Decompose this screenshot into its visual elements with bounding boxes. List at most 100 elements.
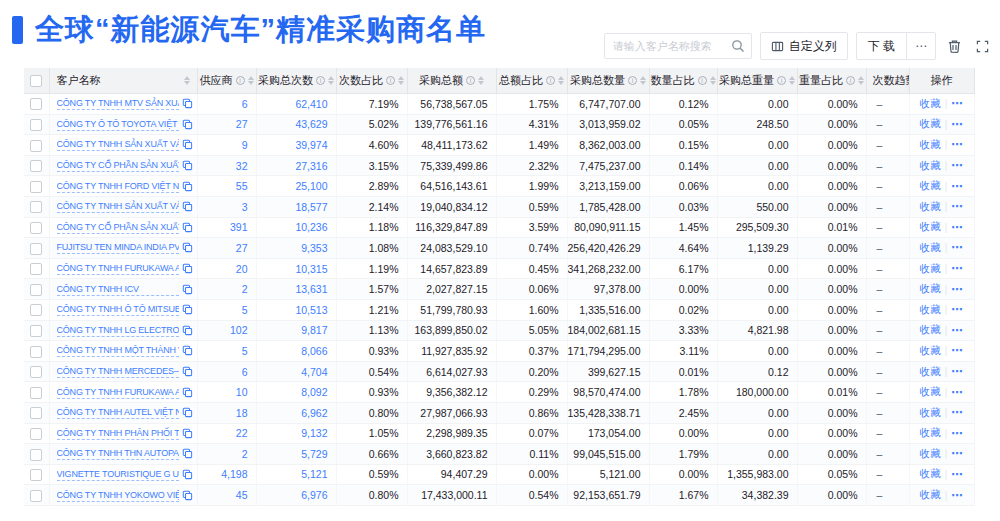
row-checkbox[interactable]	[30, 387, 42, 399]
table-row[interactable]: CÔNG TY TNHH PHÂN PHỐI T...229,1321.05%2…	[24, 423, 974, 444]
favorite-link[interactable]: 收藏	[920, 344, 941, 358]
download-more-button[interactable]: ⋯	[906, 33, 935, 59]
row-checkbox[interactable]	[30, 243, 42, 255]
favorite-link[interactable]: 收藏	[920, 385, 941, 399]
column-header-amount_pct[interactable]: 总额占比i	[496, 68, 567, 94]
favorite-link[interactable]: 收藏	[920, 447, 941, 461]
row-checkbox[interactable]	[30, 222, 42, 234]
row-more-button[interactable]: ⋯	[951, 159, 963, 172]
row-checkbox[interactable]	[30, 201, 42, 213]
info-icon[interactable]: i	[846, 76, 855, 85]
copy-icon[interactable]	[182, 160, 193, 171]
column-header-total_count[interactable]: 采购总次数i	[256, 68, 336, 94]
sort-icon[interactable]	[640, 76, 646, 85]
row-checkbox[interactable]	[30, 160, 42, 172]
info-icon[interactable]: i	[698, 76, 707, 85]
row-more-button[interactable]: ⋯	[951, 386, 963, 399]
company-name-link[interactable]: CÔNG TY TNHH MERCEDES–B...	[57, 365, 179, 378]
favorite-link[interactable]: 收藏	[920, 262, 941, 276]
column-header-qty_pct[interactable]: 数量占比i	[649, 68, 717, 94]
favorite-link[interactable]: 收藏	[920, 97, 941, 111]
table-row[interactable]: CÔNG TY TNHH LG ELECTRON...1029,8171.13%…	[24, 320, 974, 341]
favorite-link[interactable]: 收藏	[920, 138, 941, 152]
company-name-link[interactable]: FUJITSU TEN MINDA INDIA PVT...	[57, 241, 179, 254]
copy-icon[interactable]	[182, 345, 193, 356]
table-row[interactable]: CÔNG TY TNHH THN AUTOPAR...25,7290.66%3,…	[24, 444, 974, 465]
sort-icon[interactable]	[328, 76, 334, 85]
row-more-button[interactable]: ⋯	[951, 365, 963, 378]
column-header-total_amount[interactable]: 采购总额i	[407, 68, 496, 94]
row-checkbox[interactable]	[30, 428, 42, 440]
copy-icon[interactable]	[182, 366, 193, 377]
copy-icon[interactable]	[182, 325, 193, 336]
row-checkbox[interactable]	[30, 284, 42, 296]
company-name-link[interactable]: CÔNG TY TNHH PHÂN PHỐI T...	[57, 427, 179, 440]
search-box[interactable]	[604, 33, 752, 59]
copy-icon[interactable]	[182, 490, 193, 501]
favorite-link[interactable]: 收藏	[920, 159, 941, 173]
table-row[interactable]: CÔNG TY TNHH MERCEDES–B...64,7040.54%6,6…	[24, 361, 974, 382]
customize-columns-button[interactable]: 自定义列	[760, 32, 848, 60]
column-header-name[interactable]: 客户名称	[49, 68, 197, 94]
copy-icon[interactable]	[182, 222, 193, 233]
copy-icon[interactable]	[182, 284, 193, 295]
sort-icon[interactable]	[398, 76, 404, 85]
copy-icon[interactable]	[182, 181, 193, 192]
table-row[interactable]: CÔNG TY TNHH YOKOWO VIỆT...456,9760.80%1…	[24, 485, 974, 506]
company-name-link[interactable]: CÔNG TY TNHH THN AUTOPAR...	[57, 447, 179, 460]
company-name-link[interactable]: CÔNG TY TNHH Ô TÔ MITSUBI...	[57, 303, 179, 316]
search-input[interactable]	[613, 40, 731, 52]
copy-icon[interactable]	[182, 98, 193, 109]
company-name-link[interactable]: CÔNG TY TNHH YOKOWO VIỆT...	[57, 489, 179, 502]
table-row[interactable]: CÔNG TY CỔ PHẦN SẢN XUẤT...39110,2361.18…	[24, 217, 974, 238]
row-more-button[interactable]: ⋯	[951, 427, 963, 440]
row-checkbox[interactable]	[30, 346, 42, 358]
company-name-link[interactable]: CÔNG TY TNHH FURUKAWA A...	[57, 262, 179, 275]
search-icon[interactable]	[731, 39, 745, 53]
copy-icon[interactable]	[182, 263, 193, 274]
select-all-checkbox[interactable]	[30, 75, 42, 87]
sort-icon[interactable]	[184, 76, 190, 85]
company-name-link[interactable]: CÔNG TY TNHH SẢN XUẤT VÀ ...	[57, 200, 179, 213]
company-name-link[interactable]: CÔNG TY TNHH SẢN XUẤT VÀ ...	[57, 138, 179, 151]
favorite-link[interactable]: 收藏	[920, 365, 941, 379]
company-name-link[interactable]: CÔNG TY TNHH MỘT THÀNH V...	[57, 344, 179, 357]
table-row[interactable]: CÔNG TY Ô TÔ TOYOTA VIỆT ...2743,6295.02…	[24, 114, 974, 135]
info-icon[interactable]: i	[236, 76, 245, 85]
row-more-button[interactable]: ⋯	[951, 200, 963, 213]
favorite-link[interactable]: 收藏	[920, 426, 941, 440]
favorite-link[interactable]: 收藏	[920, 488, 941, 502]
company-name-link[interactable]: VIGNETTE TOURISTIQUE G UNI...	[57, 468, 179, 481]
copy-icon[interactable]	[182, 201, 193, 212]
info-icon[interactable]: i	[628, 76, 637, 85]
column-header-supplier[interactable]: 供应商i	[197, 68, 256, 94]
table-row[interactable]: CÔNG TY TNHH Ô TÔ MITSUBI...510,5131.21%…	[24, 299, 974, 320]
table-row[interactable]: CÔNG TY TNHH FURUKAWA A...2010,3151.19%1…	[24, 258, 974, 279]
row-checkbox[interactable]	[30, 98, 42, 110]
row-more-button[interactable]: ⋯	[951, 221, 963, 234]
row-more-button[interactable]: ⋯	[951, 283, 963, 296]
company-name-link[interactable]: CÔNG TY TNHH MTV SẢN XUẤ...	[57, 97, 179, 110]
table-row[interactable]: CÔNG TY CỔ PHẦN SẢN XUẤT...3227,3163.15%…	[24, 155, 974, 176]
copy-icon[interactable]	[182, 407, 193, 418]
sort-icon[interactable]	[789, 76, 795, 85]
favorite-link[interactable]: 收藏	[920, 303, 941, 317]
download-button[interactable]: 下 载	[857, 33, 906, 59]
favorite-link[interactable]: 收藏	[920, 200, 941, 214]
table-row[interactable]: CÔNG TY TNHH MỘT THÀNH V...58,0660.93%11…	[24, 341, 974, 362]
table-row[interactable]: VIGNETTE TOURISTIQUE G UNI...4,1985,1210…	[24, 464, 974, 485]
row-checkbox[interactable]	[30, 449, 42, 461]
row-checkbox[interactable]	[30, 325, 42, 337]
favorite-link[interactable]: 收藏	[920, 323, 941, 337]
row-more-button[interactable]: ⋯	[951, 447, 963, 460]
row-more-button[interactable]: ⋯	[951, 468, 963, 481]
favorite-link[interactable]: 收藏	[920, 467, 941, 481]
row-more-button[interactable]: ⋯	[951, 97, 963, 110]
company-name-link[interactable]: CÔNG TY TNHH ICV	[57, 283, 179, 296]
info-icon[interactable]: i	[386, 76, 395, 85]
company-name-link[interactable]: CÔNG TY TNHH LG ELECTRON...	[57, 324, 179, 337]
column-header-weight_pct[interactable]: 重量占比i	[797, 68, 866, 94]
table-row[interactable]: FUJITSU TEN MINDA INDIA PVT...279,3531.0…	[24, 238, 974, 259]
row-more-button[interactable]: ⋯	[951, 180, 963, 193]
column-header-total_qty[interactable]: 采购总数量i	[567, 68, 649, 94]
